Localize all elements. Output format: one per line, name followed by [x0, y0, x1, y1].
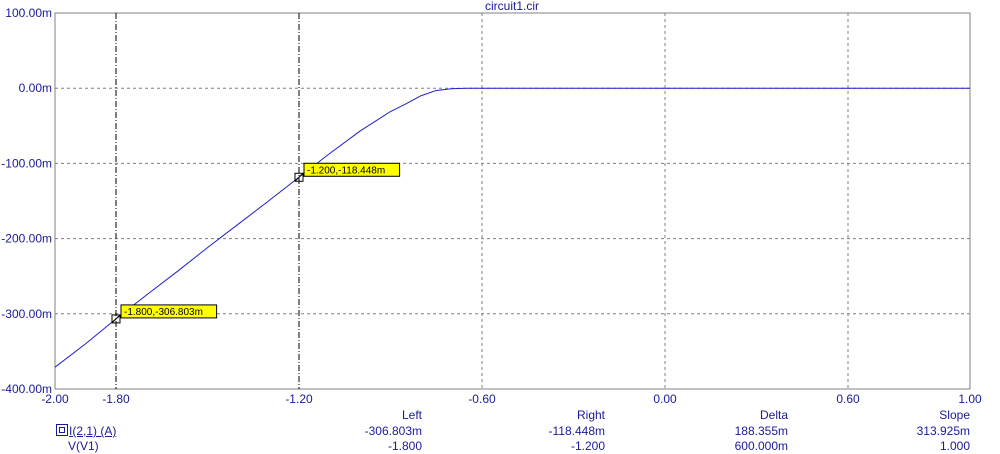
x-tick-label: -1.80	[102, 392, 130, 406]
row2-delta: 600.000m	[734, 439, 788, 453]
marker-tag-bg	[303, 162, 401, 177]
row1-delta: 188.355m	[734, 424, 788, 438]
header-left: Left	[401, 408, 422, 422]
series-line-i-2-1	[54, 87, 970, 368]
x-tick-label: 0.00	[653, 392, 677, 406]
header-delta: Delta	[759, 408, 788, 422]
x-tick-label: 1.00	[958, 392, 982, 406]
x-tick-label: -1.20	[285, 392, 313, 406]
y-tick-label: 100.00m	[5, 6, 52, 20]
series-toggle-icon[interactable]	[56, 424, 68, 436]
series-name-current[interactable]: I(2,1) (A)	[69, 424, 117, 438]
marker-slash	[111, 314, 121, 324]
cursor-readout-panel: Left Right Delta Slope I(2,1) (A) -306.8…	[0, 408, 1000, 454]
row2-slope: 1.000	[939, 439, 970, 453]
legend-row-current[interactable]: I(2,1) (A)	[56, 424, 116, 438]
y-tick-label: -400.00m	[1, 382, 52, 396]
row1-right: -118.448m	[548, 424, 605, 438]
x-tick-label: -0.60	[468, 392, 496, 406]
y-tick-label: -200.00m	[1, 232, 52, 246]
cursor-marker[interactable]: -1.800,-306.803m	[111, 304, 218, 324]
chart-title: circuit1.cir	[485, 0, 539, 13]
marker-square	[294, 172, 304, 182]
marker-tag-label: -1.200,-118.448m	[307, 165, 385, 176]
x-tick-label: 0.60	[836, 392, 860, 406]
row1-left: -306.803m	[364, 424, 422, 438]
series-name-voltage: V(V1)	[68, 439, 99, 453]
header-slope: Slope	[939, 408, 970, 422]
cursor-marker[interactable]: -1.200,-118.448m	[294, 162, 401, 182]
marker-tag-bg	[120, 304, 218, 319]
chart-plot: circuit1.cir 100.00m 0.00m -100.00m -200.00…	[1, 0, 982, 406]
y-tick-label: 0.00m	[19, 81, 52, 95]
y-tick-label: -100.00m	[1, 156, 52, 170]
marker-slash	[294, 172, 304, 182]
header-right: Right	[576, 408, 605, 422]
row1-slope: 313.925m	[916, 424, 970, 438]
row2-right: -1.200	[570, 439, 605, 453]
row2-left: -1.800	[387, 439, 422, 453]
x-tick-label: -2.00	[41, 392, 69, 406]
marker-tag-label: -1.800,-306.803m	[124, 307, 203, 318]
plot-area-frame	[54, 12, 971, 390]
marker-square	[111, 314, 121, 324]
y-tick-label: -300.00m	[1, 307, 52, 321]
